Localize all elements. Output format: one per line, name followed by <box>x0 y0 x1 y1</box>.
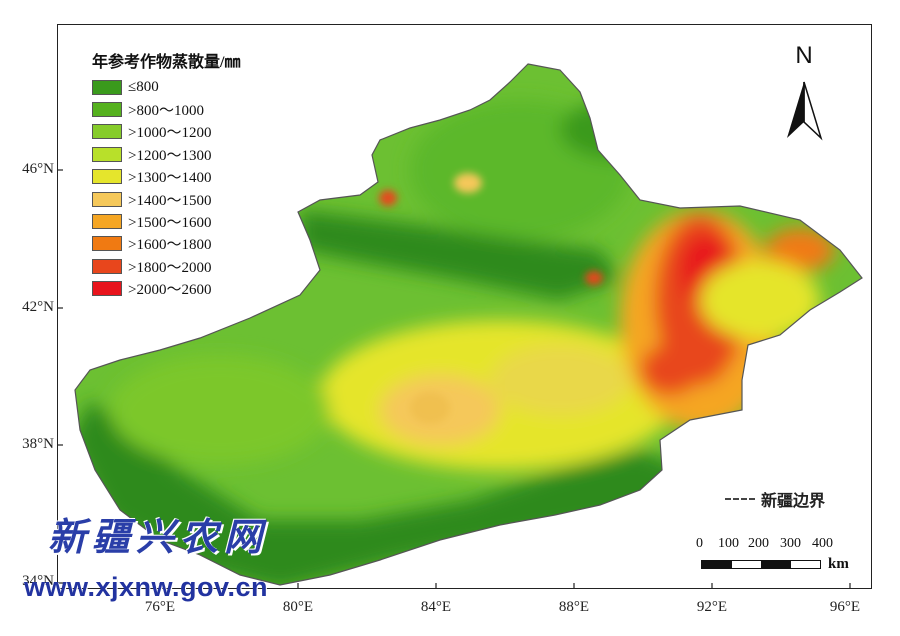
legend-label: >1200～1300 <box>128 147 212 164</box>
north-arrow: N <box>779 42 829 142</box>
legend-swatch <box>92 146 122 162</box>
legend-swatch <box>92 169 122 185</box>
scale-tick-300: 300 <box>780 536 801 551</box>
watermark-url[interactable]: www.xjxnw.gov.cn <box>24 572 269 602</box>
scale-tick-100: 100 <box>718 536 739 551</box>
lat-label-34: 34°N <box>22 573 54 589</box>
lon-label-80: 80°E <box>282 599 314 615</box>
lon-label-96: 96°E <box>829 599 861 615</box>
legend-swatch <box>92 281 122 297</box>
boundary-line-symbol <box>725 498 755 500</box>
legend-label: >1800～2000 <box>128 259 212 276</box>
scale-tick-400: 400 <box>812 536 833 551</box>
legend-label: >1400～1500 <box>128 192 212 209</box>
lat-label-38: 38°N <box>22 436 54 452</box>
legend-row: >2000～2600 <box>92 278 240 300</box>
lon-label-88: 88°E <box>558 599 590 615</box>
legend-swatch <box>92 236 122 252</box>
legend-row: >800～1000 <box>92 98 240 120</box>
scale-bar-graphic <box>701 560 821 569</box>
legend-swatch <box>92 214 122 230</box>
legend-label: >1000～1200 <box>128 125 212 142</box>
north-arrow-icon <box>787 81 823 141</box>
scale-tick-0: 0 <box>696 536 703 551</box>
lon-label-76: 76°E <box>144 599 176 615</box>
legend-row: >1000～1200 <box>92 121 240 143</box>
legend: 年参考作物蒸散量/㎜ ≤800 >800～1000 >1000～1200 >1200～… <box>92 48 240 300</box>
legend-row: >1400～1500 <box>92 188 240 210</box>
scale-tick-200: 200 <box>748 536 769 551</box>
legend-row: >1500～1600 <box>92 210 240 232</box>
legend-swatch <box>92 124 122 140</box>
legend-label: >1300～1400 <box>128 170 212 187</box>
legend-row: >1200～1300 <box>92 143 240 165</box>
map-frame <box>57 24 872 589</box>
graticule-ticks <box>57 169 851 589</box>
legend-row: ≤800 <box>92 76 240 98</box>
lon-label-84: 84°E <box>420 599 452 615</box>
boundary-label: 新疆边界 <box>761 493 826 510</box>
legend-swatch <box>92 191 122 207</box>
legend-row: >1800～2000 <box>92 255 240 277</box>
legend-label: ≤800 <box>128 78 159 95</box>
legend-swatch <box>92 258 122 274</box>
legend-items: ≤800 >800～1000 >1000～1200 >1200～1300 >1300～1… <box>92 76 240 300</box>
north-letter: N <box>795 42 813 69</box>
legend-swatch <box>92 79 122 95</box>
legend-label: >1600～1800 <box>128 237 212 254</box>
lon-label-92: 92°E <box>696 599 728 615</box>
legend-title: 年参考作物蒸散量/㎜ <box>92 54 241 71</box>
legend-row: >1300～1400 <box>92 166 240 188</box>
legend-row: >1600～1800 <box>92 233 240 255</box>
legend-label: >800～1000 <box>128 103 204 120</box>
scale-unit: km <box>828 556 849 572</box>
legend-label: >1500～1600 <box>128 215 212 232</box>
lat-label-42: 42°N <box>22 299 54 315</box>
legend-label: >2000～2600 <box>128 282 212 299</box>
legend-swatch <box>92 102 122 118</box>
watermark-chinese: 新疆兴农网 <box>48 514 269 559</box>
boundary-legend: 新疆边界 <box>725 487 825 511</box>
lat-label-46: 46°N <box>22 161 54 177</box>
